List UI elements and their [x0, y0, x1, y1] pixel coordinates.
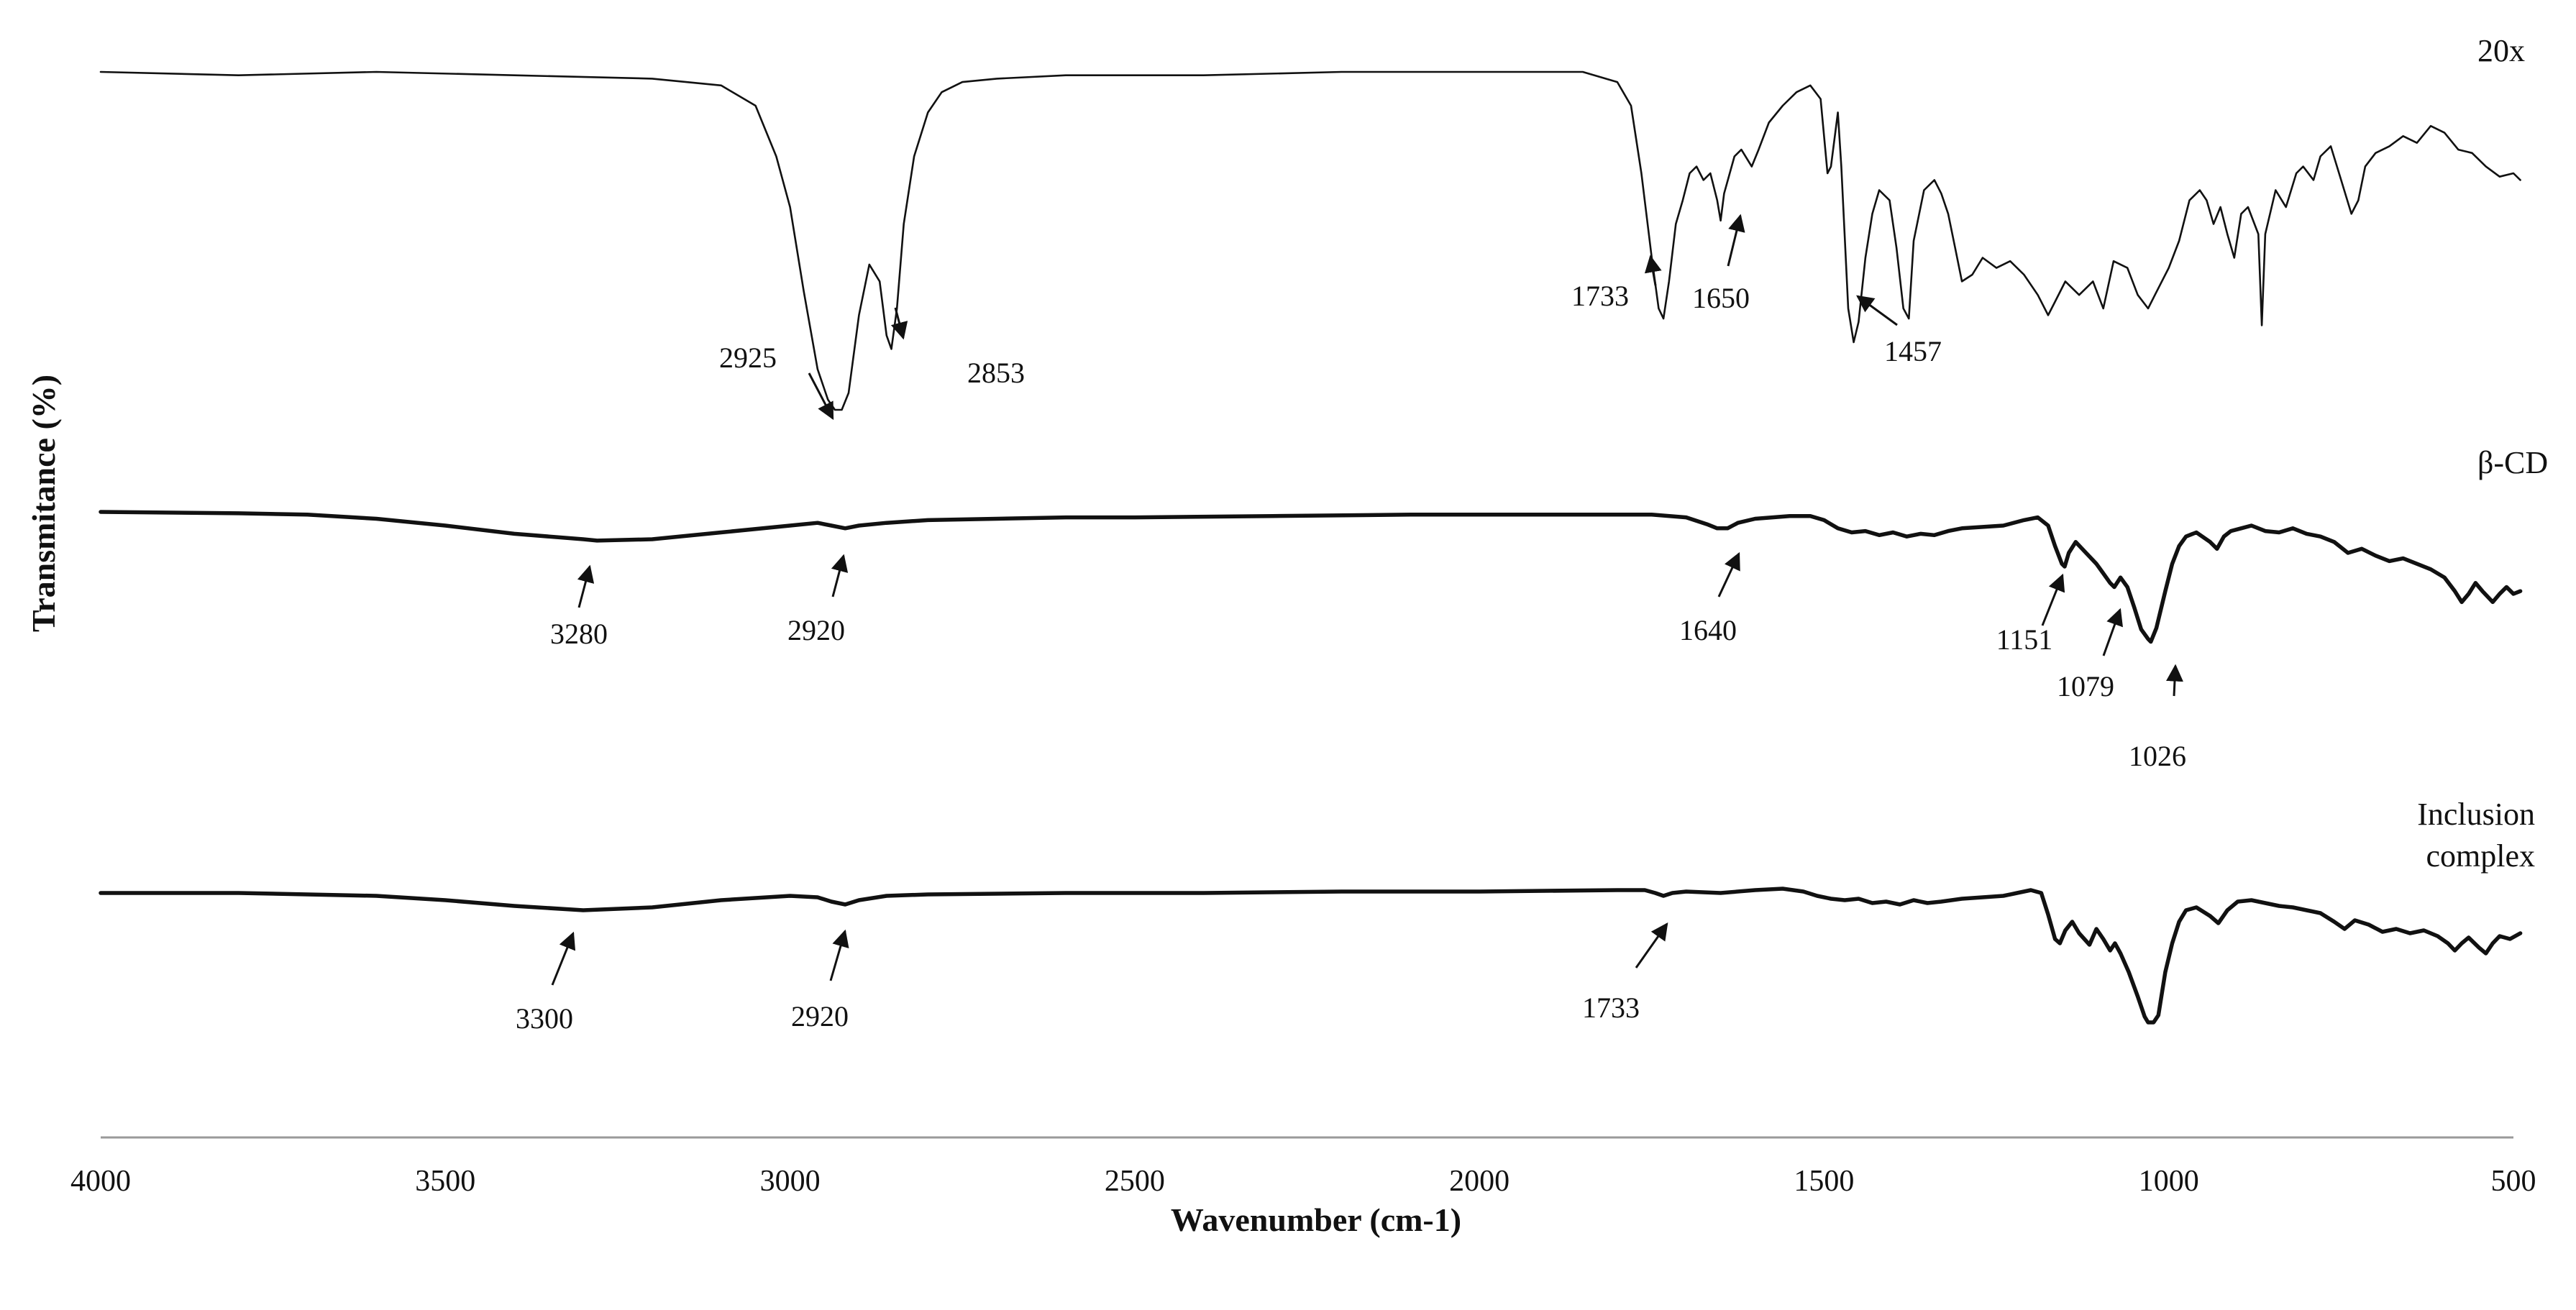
- x-tick-label: 3500: [415, 1165, 475, 1198]
- peak-arrow: [808, 372, 834, 421]
- trace-1: [99, 70, 2521, 411]
- x-tick-label: 1500: [1794, 1165, 1854, 1198]
- spectra-traces: [99, 70, 2523, 1025]
- peak-arrow: [890, 307, 908, 340]
- peak-arrow: [1717, 551, 1740, 597]
- x-tick-label: 3000: [760, 1165, 821, 1198]
- peak-label: 1733: [1571, 280, 1629, 312]
- peak-arrow: [2102, 608, 2123, 656]
- series-label: Inclusion: [2417, 797, 2535, 832]
- x-axis-ticks: 4000 3500 3000 2500 2000 1500 1000 500: [70, 1165, 2536, 1198]
- peak-label: 2853: [967, 357, 1025, 389]
- peak-arrow: [1856, 295, 1898, 326]
- peak-label: 1457: [1884, 335, 1942, 367]
- x-tick-label: 2500: [1105, 1165, 1165, 1198]
- x-tick-label: 2000: [1449, 1165, 1509, 1198]
- peak-arrow: [831, 554, 849, 597]
- peak-arrow: [1644, 255, 1662, 286]
- peak-label: 2920: [791, 1000, 849, 1032]
- peak-arrow: [829, 929, 849, 981]
- peak-label: 1079: [2057, 670, 2114, 702]
- peak-arrow: [1635, 922, 1668, 968]
- series-label: 20x: [2477, 33, 2525, 68]
- x-tick-label: 500: [2491, 1165, 2536, 1198]
- peak-arrow: [2165, 664, 2183, 697]
- peak-arrow: [577, 564, 595, 608]
- peak-label: 2925: [719, 342, 777, 374]
- peak-label: 1151: [1996, 623, 2053, 656]
- peak-label: 3280: [550, 618, 608, 650]
- peak-label: 3300: [516, 1002, 573, 1035]
- x-tick-label: 1000: [2139, 1165, 2199, 1198]
- peak-arrow: [2041, 573, 2065, 626]
- x-tick-label: 4000: [70, 1165, 131, 1198]
- peak-annotations: 2925 2853 1733 1650 1457 3280 2920 1640 11511079…: [516, 214, 2186, 1035]
- series-labels: 20x β-CD Inclusion complex: [2417, 33, 2548, 874]
- peak-arrow: [551, 931, 576, 986]
- x-axis-title: Wavenumber (cm-1): [1171, 1201, 1461, 1238]
- peak-label: 1640: [1679, 614, 1737, 646]
- trace-2: [99, 510, 2523, 644]
- peak-label: 2920: [787, 614, 845, 646]
- y-axis-title: Transmitance (%): [25, 375, 62, 632]
- peak-label: 1733: [1582, 991, 1640, 1024]
- trace-3: [99, 887, 2523, 1025]
- peak-arrow: [1727, 214, 1745, 267]
- series-label: complex: [2426, 838, 2535, 874]
- peak-label: 1026: [2129, 740, 2186, 772]
- peak-label: 1650: [1692, 282, 1750, 314]
- series-label: β-CD: [2477, 445, 2548, 480]
